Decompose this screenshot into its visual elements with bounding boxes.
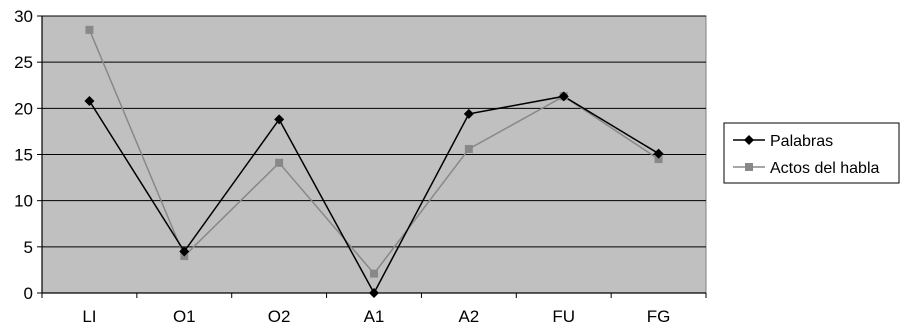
legend-label-palabras: Palabras xyxy=(770,133,833,150)
legend-label-actos: Actos del habla xyxy=(770,160,880,177)
data-point xyxy=(463,108,474,119)
legend-box xyxy=(723,122,900,184)
data-point xyxy=(179,246,190,257)
data-point xyxy=(464,144,473,153)
x-tick-label: FG xyxy=(647,307,671,326)
data-point xyxy=(654,155,663,164)
x-tick-label: O1 xyxy=(173,307,196,326)
data-point xyxy=(369,288,379,298)
x-ticks: LI O1 O2 A1 A2 FU FG xyxy=(41,293,707,326)
y-tick-label: 25 xyxy=(14,53,33,72)
y-tick-label: 15 xyxy=(14,146,33,165)
data-point xyxy=(275,158,284,167)
y-tick-label: 0 xyxy=(24,284,33,303)
data-point xyxy=(370,269,378,278)
legend-marker-actos xyxy=(745,163,753,171)
data-point xyxy=(84,95,95,106)
x-tick-label: FU xyxy=(552,307,575,326)
series-layer xyxy=(84,25,664,298)
legend: Palabras Actos del habla xyxy=(723,122,900,184)
y-tick-label: 30 xyxy=(14,7,33,26)
x-tick-label: O2 xyxy=(268,307,291,326)
y-ticks: 0 5 10 15 20 25 30 xyxy=(14,7,42,303)
data-point xyxy=(653,148,664,159)
y-tick-label: 5 xyxy=(24,238,33,257)
data-point xyxy=(274,114,285,125)
y-tick-label: 20 xyxy=(14,99,33,118)
x-tick-label: A2 xyxy=(458,307,479,326)
data-point xyxy=(85,25,94,34)
y-tick-label: 10 xyxy=(14,192,33,211)
x-tick-label: A1 xyxy=(364,307,385,326)
legend-marker-palabras xyxy=(744,135,754,145)
x-tick-label: LI xyxy=(82,307,96,326)
data-point xyxy=(558,91,569,102)
